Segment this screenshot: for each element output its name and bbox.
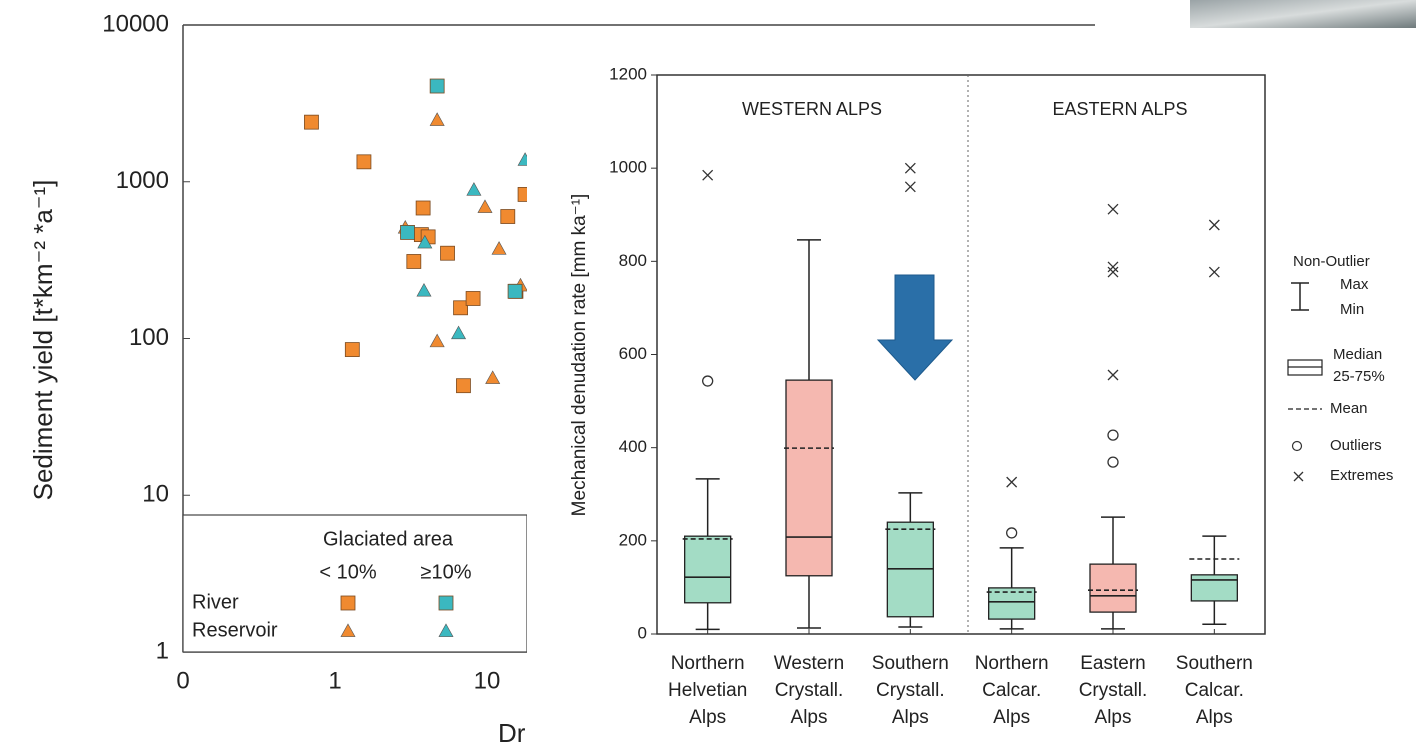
y-tick-label: 200	[619, 530, 647, 549]
marker-triangle	[430, 113, 444, 126]
marker-square	[304, 115, 318, 129]
marker-triangle	[492, 242, 506, 255]
overlay-panel	[527, 42, 1416, 747]
box	[786, 380, 832, 576]
y-tick-label: 100	[129, 324, 169, 351]
marker-square	[345, 343, 359, 357]
marker-triangle	[430, 334, 444, 347]
marker-square	[441, 246, 455, 260]
legend-title: Non-Outlier	[1293, 253, 1370, 270]
marker-triangle	[452, 326, 466, 339]
legend-item: Min	[1340, 301, 1364, 318]
box	[1191, 575, 1237, 601]
marker-triangle	[486, 371, 500, 384]
marker-square	[501, 210, 515, 224]
marker-square	[357, 155, 371, 169]
y-tick-label: 600	[619, 344, 647, 363]
marker-square	[454, 301, 468, 315]
legend-item: Max	[1340, 276, 1369, 293]
marker-square	[401, 225, 415, 239]
y-tick-label: 0	[638, 623, 647, 642]
legend-item: Outliers	[1330, 437, 1382, 454]
figure: 1101001000100000110DrSediment yield [t*k…	[0, 0, 1416, 747]
y-tick-label: 1200	[609, 64, 647, 83]
legend-row: Reservoir	[192, 619, 278, 641]
y-tick-label: 1000	[609, 158, 647, 177]
page: 1101001000100000110DrSediment yield [t*k…	[0, 0, 1416, 747]
legend-title: Glaciated area	[323, 528, 454, 550]
box	[685, 536, 731, 603]
legend-marker	[341, 596, 355, 610]
marker-square	[407, 254, 421, 268]
x-axis-label: Dr	[498, 718, 526, 747]
legend-marker	[439, 596, 453, 610]
x-tick-label: 1	[328, 667, 341, 694]
y-tick-label: 10000	[102, 10, 169, 37]
y-axis-label: Mechanical denudation rate [mm ka⁻¹]	[569, 194, 590, 517]
marker-square	[430, 79, 444, 93]
legend-row: River	[192, 591, 239, 613]
y-axis-label: Sediment yield [t*km⁻² *a⁻¹]	[28, 180, 58, 501]
y-tick-label: 800	[619, 251, 647, 270]
y-tick-label: 1	[156, 637, 169, 664]
legend-item: Mean	[1330, 400, 1368, 417]
legend-column: < 10%	[319, 561, 376, 583]
y-tick-label: 10	[142, 481, 169, 508]
marker-square	[508, 284, 522, 298]
legend-column: ≥10%	[420, 561, 471, 583]
photo-fragment	[1190, 0, 1416, 28]
marker-triangle	[417, 284, 431, 297]
region-label: EASTERN ALPS	[1052, 99, 1187, 119]
marker-square	[456, 379, 470, 393]
box	[1090, 564, 1136, 612]
y-tick-label: 1000	[116, 167, 169, 194]
marker-triangle	[478, 200, 492, 213]
marker-square	[466, 291, 480, 305]
legend-item: Extremes	[1330, 467, 1393, 484]
legend-item: Median	[1333, 346, 1382, 363]
x-tick-label: 0	[176, 667, 189, 694]
marker-triangle	[467, 183, 481, 196]
region-label: WESTERN ALPS	[742, 99, 882, 119]
y-tick-label: 400	[619, 437, 647, 456]
x-tick-label: 10	[474, 667, 501, 694]
marker-square	[416, 201, 430, 215]
legend-item: 25-75%	[1333, 368, 1385, 385]
